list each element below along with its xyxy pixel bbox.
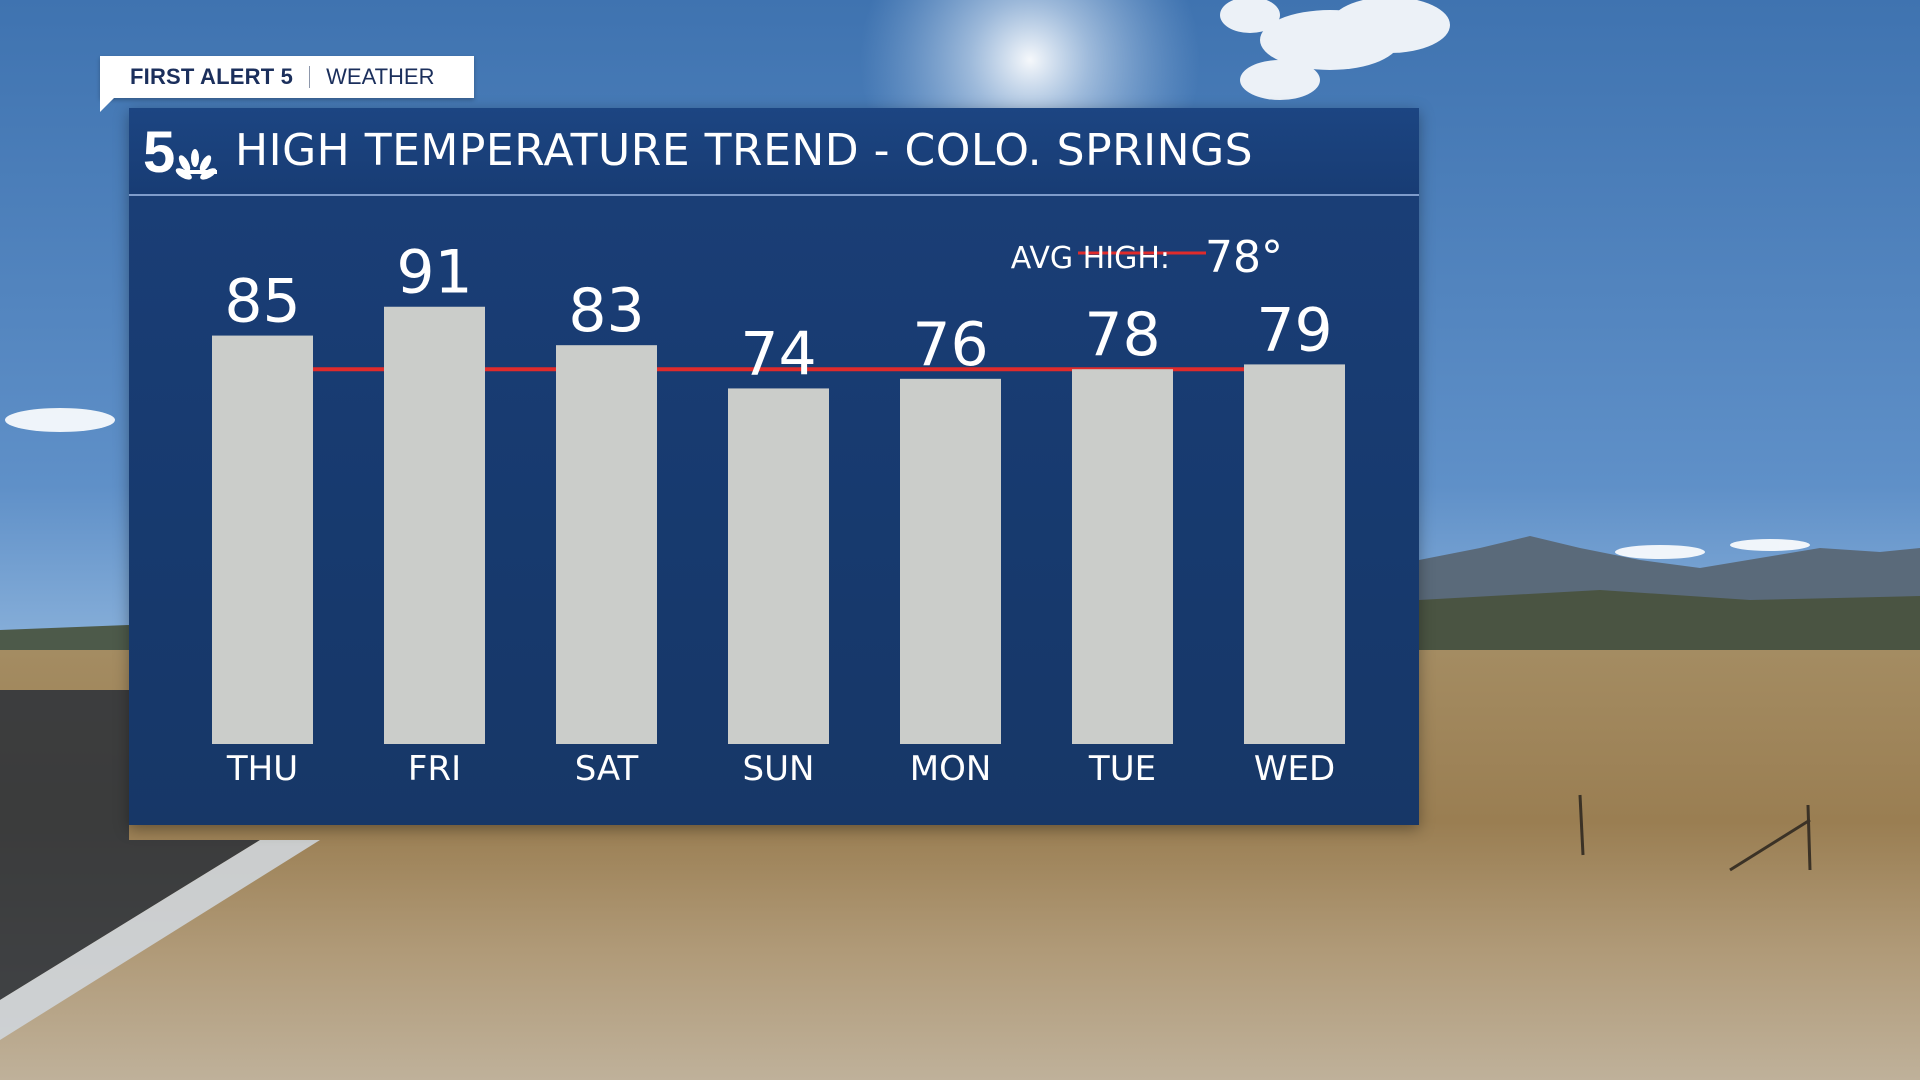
bar-wed <box>1244 364 1345 744</box>
bar-tue <box>1072 369 1173 744</box>
bar-fri <box>384 306 485 744</box>
value-label-mon: 76 <box>912 310 988 380</box>
bar-mon <box>900 378 1001 744</box>
legend-avg-high-label: AVG HIGH: <box>1011 241 1170 276</box>
legend-avg-high-value: 78° <box>1205 232 1283 283</box>
value-label-wed: 79 <box>1256 295 1332 365</box>
bar-thu <box>212 335 313 744</box>
bar-sat <box>556 345 657 744</box>
bar-chart: 85 THU 91 FRI 83 SAT 74 SUN 76 MON 78 TUE 79 WED AVG H… <box>212 232 1345 789</box>
brand-tag: FIRST ALERT 5 WEATHER <box>100 56 474 112</box>
value-label-tue: 78 <box>1084 300 1160 370</box>
value-label-thu: 85 <box>224 267 300 337</box>
category-label-thu: THU <box>226 749 298 789</box>
nbc-5-peacock-logo-icon: 5 <box>143 120 217 182</box>
category-label-wed: WED <box>1254 749 1335 789</box>
value-label-sat: 83 <box>568 276 644 346</box>
chart-title: HIGH TEMPERATURE TREND - COLO. SPRINGS <box>235 125 1254 176</box>
category-label-mon: MON <box>910 749 992 789</box>
brand-divider <box>309 66 311 88</box>
chart-panel: 5 HIGH TEMPERATURE TREND - COLO. SPRINGS… <box>129 108 1419 825</box>
value-label-sun: 74 <box>740 319 816 389</box>
category-label-tue: TUE <box>1088 749 1156 789</box>
brand-primary: FIRST ALERT 5 <box>130 64 294 89</box>
svg-text:5: 5 <box>143 120 175 182</box>
category-label-sat: SAT <box>575 749 639 789</box>
value-label-fri: 91 <box>396 238 472 308</box>
bar-sun <box>728 388 829 744</box>
title-bar: 5 HIGH TEMPERATURE TREND - COLO. SPRINGS <box>129 108 1419 196</box>
category-label-fri: FRI <box>408 749 461 789</box>
brand-secondary: WEATHER <box>326 64 435 89</box>
category-label-sun: SUN <box>743 749 815 789</box>
